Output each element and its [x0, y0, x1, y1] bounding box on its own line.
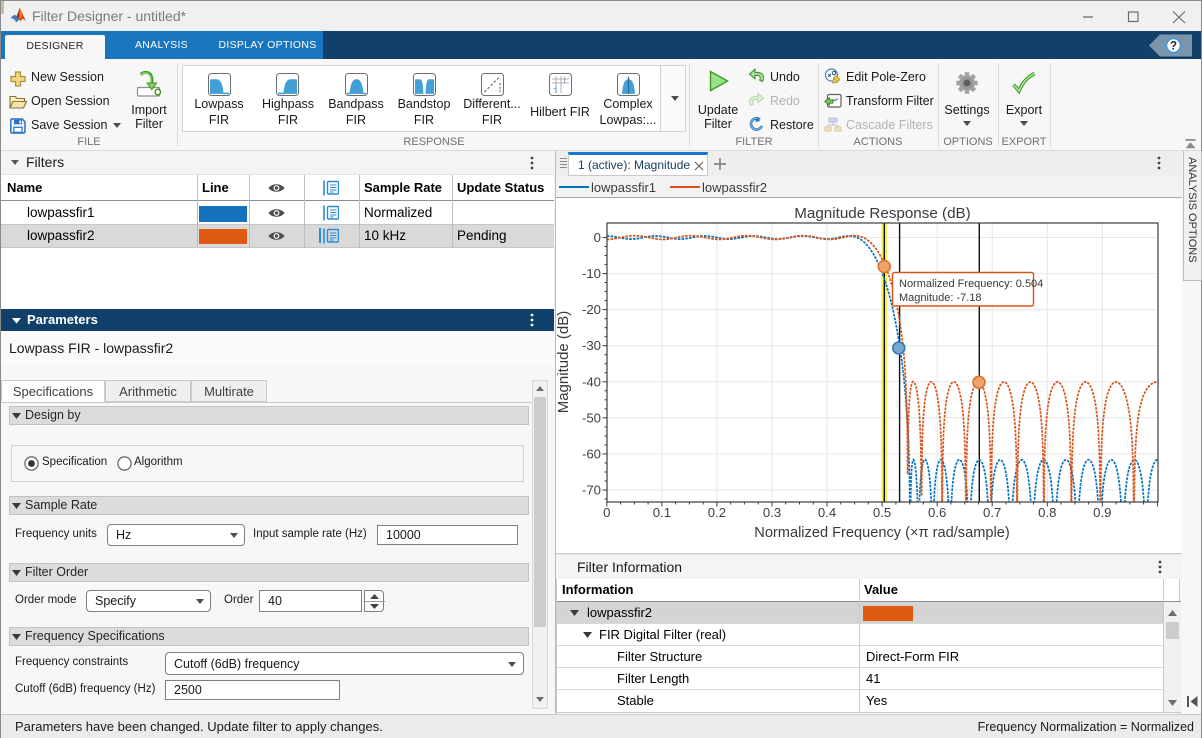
svg-text:j: j	[563, 77, 566, 84]
svg-text:-60: -60	[582, 446, 601, 461]
svg-text:-10: -10	[582, 266, 601, 281]
svg-text:0.6: 0.6	[928, 505, 946, 520]
svg-text:0: 0	[603, 505, 610, 520]
svg-text:0.2: 0.2	[708, 505, 726, 520]
svg-text:0.4: 0.4	[818, 505, 836, 520]
svg-text:-50: -50	[582, 410, 601, 425]
svg-text:0.1: 0.1	[653, 505, 671, 520]
svg-text:-20: -20	[582, 302, 601, 317]
svg-text:Magnitude Response (dB): Magnitude Response (dB)	[794, 205, 970, 222]
svg-text:-j: -j	[553, 86, 557, 93]
svg-text:0: 0	[594, 230, 601, 245]
svg-text:0.5: 0.5	[873, 505, 891, 520]
svg-text:0.8: 0.8	[1038, 505, 1056, 520]
svg-text:0.3: 0.3	[763, 505, 781, 520]
svg-text:Normalized Frequency (×π rad/s: Normalized Frequency (×π rad/sample)	[754, 525, 1009, 541]
svg-text:0.9: 0.9	[1093, 505, 1111, 520]
svg-text:-40: -40	[582, 374, 601, 389]
svg-text:Magnitude (dB): Magnitude (dB)	[556, 311, 572, 414]
svg-text:?: ?	[1170, 41, 1177, 53]
svg-text:-30: -30	[582, 338, 601, 353]
svg-text:Normalized Frequency: 0.504: Normalized Frequency: 0.504	[899, 278, 1043, 290]
svg-text:Magnitude: -7.18: Magnitude: -7.18	[899, 292, 982, 304]
svg-text:-70: -70	[582, 483, 601, 498]
svg-text:0.7: 0.7	[983, 505, 1001, 520]
